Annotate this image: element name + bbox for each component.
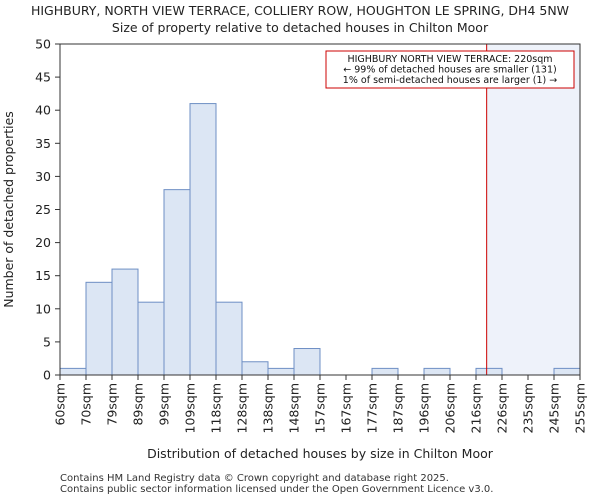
highlight-region — [486, 44, 580, 375]
annotation-line-2: ← 99% of detached houses are smaller (13… — [343, 65, 556, 76]
x-tick-label: 187sqm — [391, 383, 406, 433]
bar-148sqm — [293, 348, 321, 376]
bar-60sqm — [59, 367, 87, 376]
x-tick-label: 89sqm — [131, 383, 146, 426]
annotation-box: HIGHBURY NORTH VIEW TERRACE: 220sqm ← 99… — [325, 50, 575, 89]
x-tick-label: 226sqm — [495, 383, 510, 433]
bar-177sqm — [371, 367, 399, 376]
x-tick-label: 148sqm — [287, 383, 302, 433]
y-tick-label: 25 — [35, 202, 51, 217]
x-tick-label: 118sqm — [209, 383, 224, 433]
annotation-line-1: HIGHBURY NORTH VIEW TERRACE: 220sqm — [347, 54, 552, 65]
y-tick-label: 10 — [35, 301, 51, 316]
chart-title: HIGHBURY, NORTH VIEW TERRACE, COLLIERY R… — [30, 3, 570, 18]
y-tick-label: 5 — [43, 334, 51, 349]
y-tick-label: 50 — [35, 37, 51, 52]
bar-70sqm — [85, 281, 113, 376]
x-tick-label: 70sqm — [79, 383, 94, 426]
bar-118sqm — [215, 301, 243, 376]
y-tick-label: 0 — [43, 368, 51, 383]
bar-245sqm — [553, 367, 581, 376]
x-tick-label: 255sqm — [573, 383, 588, 433]
x-tick-label: 206sqm — [443, 383, 458, 433]
x-tick-label: 109sqm — [183, 383, 198, 433]
y-tick-label: 35 — [35, 136, 51, 151]
bar-79sqm — [111, 268, 139, 376]
histogram-chart: 0 5 10 15 20 25 30 35 40 45 50 60sqm 70sqm 79sqm 89sq… — [1, 37, 588, 462]
x-tick-label: 177sqm — [365, 383, 380, 433]
y-tick-label: 30 — [35, 169, 51, 184]
chart-title-block: HIGHBURY, NORTH VIEW TERRACE, COLLIERY R… — [0, 2, 600, 36]
bar-138sqm — [267, 367, 295, 376]
x-tick-label: 196sqm — [417, 383, 432, 433]
footer: Contains HM Land Registry data © Crown c… — [60, 473, 493, 495]
annotation-frame — [325, 50, 575, 89]
x-tick-label: 128sqm — [235, 383, 250, 433]
bar-109sqm — [189, 103, 217, 376]
bar-128sqm — [241, 361, 269, 376]
y-axis-label: Number of detached properties — [1, 111, 16, 308]
x-tick-label: 235sqm — [521, 383, 536, 433]
x-tick-label: 138sqm — [261, 383, 276, 433]
y-tick-label: 40 — [35, 103, 51, 118]
x-tick-label: 245sqm — [547, 383, 562, 433]
y-tick-label: 45 — [35, 70, 51, 85]
x-tick-label: 79sqm — [105, 383, 120, 426]
bar-89sqm — [137, 301, 165, 376]
y-tick-label: 20 — [35, 235, 51, 250]
x-tick-label: 99sqm — [157, 383, 172, 426]
x-tick-label: 167sqm — [339, 383, 354, 433]
footer-line-1: Contains HM Land Registry data © Crown c… — [60, 473, 449, 484]
x-tick-label: 216sqm — [469, 383, 484, 433]
footer-line-2: Contains public sector information licen… — [60, 484, 494, 495]
x-tick-label: 60sqm — [53, 383, 68, 426]
annotation-line-3: 1% of semi-detached houses are larger (1… — [343, 75, 557, 86]
y-tick-label: 15 — [35, 268, 51, 283]
x-axis-label: Distribution of detached houses by size … — [147, 446, 494, 461]
bar-196sqm — [423, 367, 451, 376]
chart-subtitle: Size of property relative to detached ho… — [111, 20, 489, 35]
bar-99sqm — [163, 189, 191, 376]
bar-216sqm — [475, 367, 503, 376]
x-tick-label: 157sqm — [313, 383, 328, 433]
